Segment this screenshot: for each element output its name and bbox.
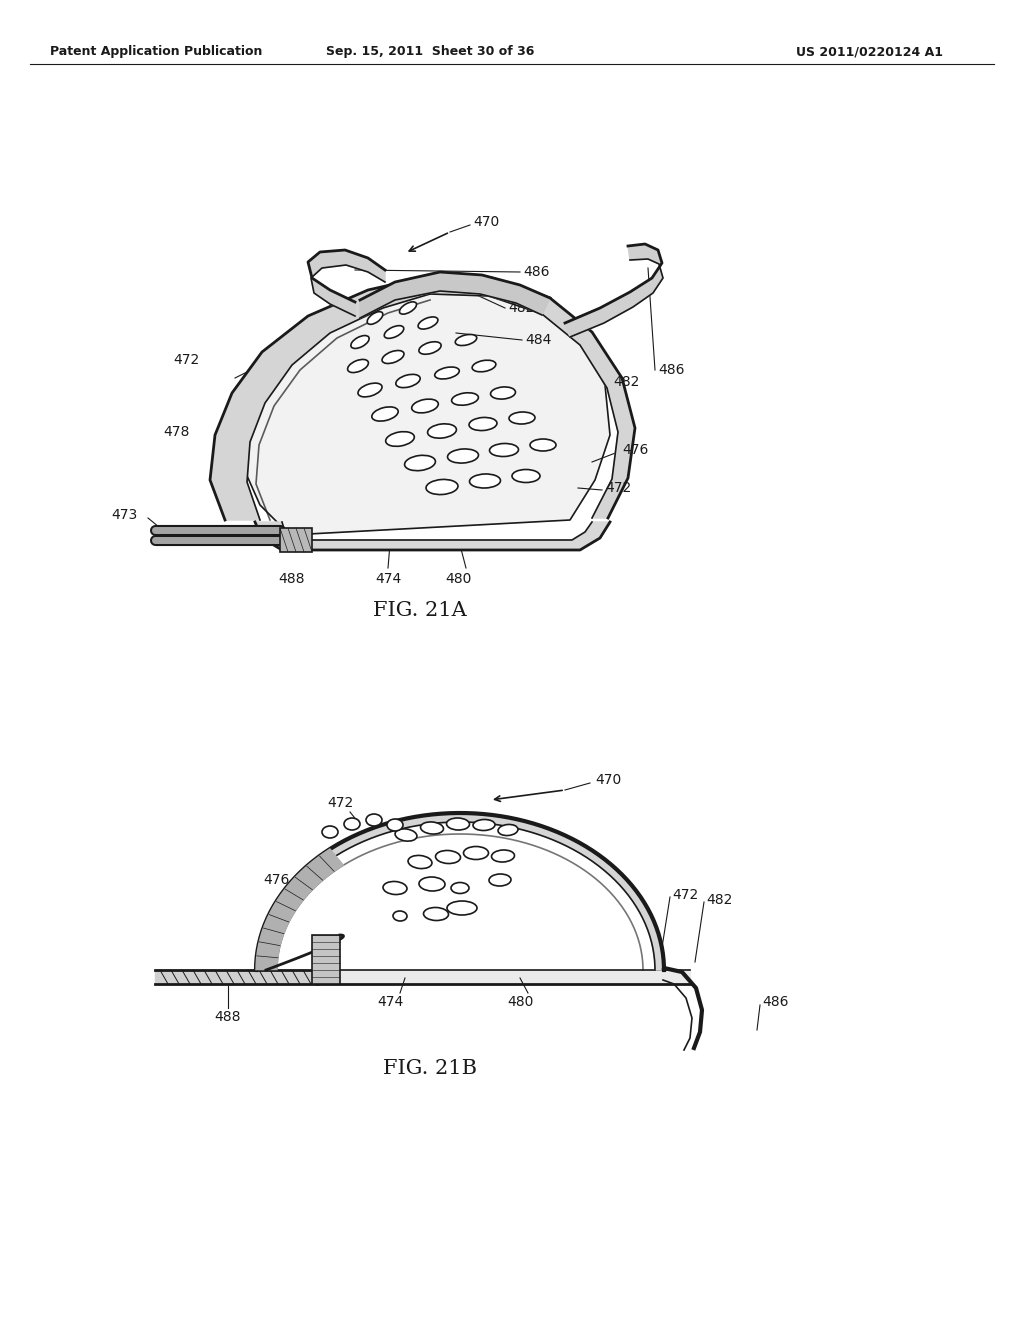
Ellipse shape [322, 826, 338, 838]
Bar [312, 935, 340, 983]
Ellipse shape [383, 882, 407, 895]
Ellipse shape [386, 432, 415, 446]
Ellipse shape [489, 874, 511, 886]
Ellipse shape [421, 822, 443, 834]
Ellipse shape [490, 387, 515, 399]
Ellipse shape [419, 342, 441, 354]
Ellipse shape [396, 375, 420, 388]
Ellipse shape [372, 407, 398, 421]
Text: 480: 480 [507, 995, 534, 1008]
Ellipse shape [447, 902, 477, 915]
Ellipse shape [426, 479, 458, 495]
Text: 480: 480 [444, 572, 471, 586]
Ellipse shape [473, 820, 495, 830]
Ellipse shape [344, 818, 360, 830]
Ellipse shape [435, 850, 461, 863]
Polygon shape [565, 244, 663, 337]
Ellipse shape [428, 424, 457, 438]
Polygon shape [155, 970, 317, 983]
Ellipse shape [472, 360, 496, 372]
Polygon shape [240, 280, 610, 535]
Polygon shape [256, 813, 664, 970]
Text: FIG. 21A: FIG. 21A [373, 601, 467, 619]
Ellipse shape [446, 818, 469, 830]
Polygon shape [308, 249, 385, 315]
Ellipse shape [424, 907, 449, 920]
Text: 486: 486 [523, 265, 550, 279]
Ellipse shape [404, 455, 435, 471]
Text: 472: 472 [605, 480, 631, 495]
Ellipse shape [412, 399, 438, 413]
Ellipse shape [419, 876, 445, 891]
Text: 470: 470 [473, 215, 500, 228]
Ellipse shape [408, 855, 432, 869]
Ellipse shape [464, 846, 488, 859]
Text: 476: 476 [263, 873, 290, 887]
Text: 482: 482 [613, 375, 639, 389]
Text: 470: 470 [595, 774, 622, 787]
Text: Patent Application Publication: Patent Application Publication [50, 45, 262, 58]
Ellipse shape [470, 474, 501, 488]
Text: 476: 476 [622, 444, 648, 457]
Ellipse shape [435, 367, 460, 379]
Text: Sep. 15, 2011  Sheet 30 of 36: Sep. 15, 2011 Sheet 30 of 36 [326, 45, 535, 58]
Polygon shape [210, 276, 430, 520]
Ellipse shape [418, 317, 438, 329]
Ellipse shape [512, 470, 540, 483]
Polygon shape [430, 276, 635, 517]
Ellipse shape [456, 334, 477, 346]
Ellipse shape [351, 335, 369, 348]
Ellipse shape [509, 412, 535, 424]
Ellipse shape [395, 829, 417, 841]
Ellipse shape [368, 312, 383, 325]
Text: 473: 473 [112, 508, 138, 521]
Ellipse shape [469, 417, 497, 430]
Ellipse shape [384, 326, 403, 338]
Text: 474: 474 [375, 572, 401, 586]
Ellipse shape [366, 814, 382, 826]
Bar [280, 528, 312, 552]
Ellipse shape [452, 393, 478, 405]
Text: 472: 472 [174, 352, 200, 367]
Polygon shape [255, 521, 610, 550]
Ellipse shape [347, 359, 369, 372]
Text: 486: 486 [762, 995, 788, 1008]
Polygon shape [256, 849, 343, 970]
Text: FIG. 21B: FIG. 21B [383, 1059, 477, 1077]
Text: 474: 474 [377, 995, 403, 1008]
Ellipse shape [399, 302, 417, 314]
Ellipse shape [451, 883, 469, 894]
Polygon shape [360, 272, 550, 318]
Text: US 2011/0220124 A1: US 2011/0220124 A1 [797, 45, 943, 58]
Text: 484: 484 [525, 333, 551, 347]
Text: 472: 472 [327, 796, 353, 810]
Text: 482: 482 [508, 301, 535, 315]
Ellipse shape [489, 444, 518, 457]
Polygon shape [317, 970, 690, 983]
Ellipse shape [387, 818, 403, 832]
Text: 488: 488 [215, 1010, 242, 1024]
Ellipse shape [447, 449, 478, 463]
Ellipse shape [358, 383, 382, 397]
Text: 472: 472 [672, 888, 698, 902]
Ellipse shape [492, 850, 514, 862]
Ellipse shape [393, 911, 407, 921]
Text: 482: 482 [706, 894, 732, 907]
Ellipse shape [530, 440, 556, 451]
Text: 488: 488 [279, 572, 305, 586]
Ellipse shape [382, 351, 404, 363]
Text: 478: 478 [164, 425, 190, 440]
Text: 486: 486 [658, 363, 684, 378]
Ellipse shape [498, 825, 518, 836]
